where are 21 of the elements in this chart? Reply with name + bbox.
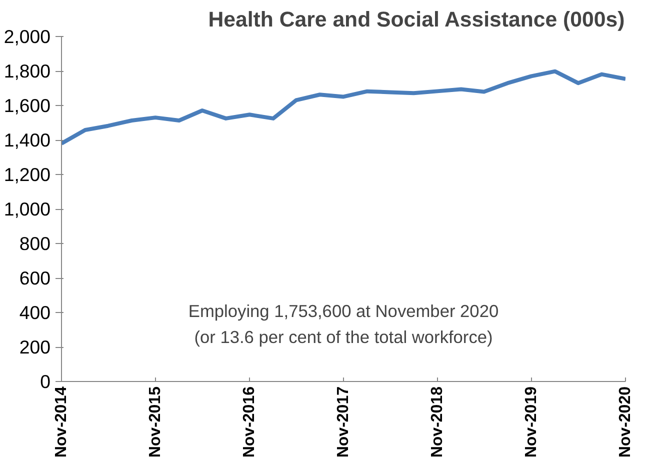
y-tick-label: 200 [19,336,51,358]
x-tick-label: Nov-2018 [428,386,446,458]
y-tick-label: 800 [19,233,51,254]
x-tick-label: Nov-2019 [522,386,540,458]
y-tick-label: 0 [40,371,51,392]
annotation: Employing 1,753,600 at November 2020 (or 13.6 per cent of the total workforce) [188,301,499,347]
x-tick-label: Nov-2016 [241,386,258,458]
chart-title: Health Care and Social Assistance (000s) [208,8,625,32]
x-tick-label: Nov-2014 [53,386,70,458]
line-series [62,69,626,146]
x-tick-label: Nov-2020 [617,386,634,458]
x-tick-label: Nov-2017 [335,386,352,458]
y-tick-label: 600 [19,268,51,288]
y-tick-label: 1,200 [4,164,50,185]
y-tick-label: 1,000 [4,198,50,220]
y-tick-label: 1,400 [4,130,50,150]
x-tick-label: Nov-2015 [146,386,164,458]
y-tick-label: 2,000 [4,26,50,47]
y-tick-label: 1,600 [4,95,50,116]
y-tick-label: 400 [19,302,51,323]
y-tick-label: 1,800 [4,60,50,82]
